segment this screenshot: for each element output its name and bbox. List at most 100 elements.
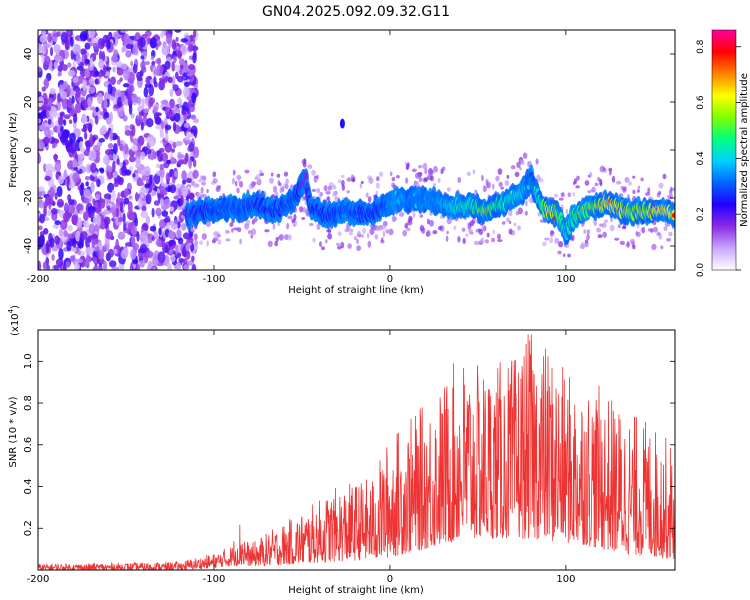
noise-blob xyxy=(71,214,78,225)
ridge-halo-blob xyxy=(572,181,576,186)
noise-blob xyxy=(68,119,73,124)
noise-blob xyxy=(129,248,137,260)
y-tick-label: -20 xyxy=(23,190,34,206)
noise-blob xyxy=(38,106,43,111)
noise-blob xyxy=(80,182,85,191)
noise-blob xyxy=(66,84,71,95)
ridge-halo-blob xyxy=(278,182,282,187)
noise-blob xyxy=(110,76,116,85)
noise-blob xyxy=(85,123,91,129)
noise-blob xyxy=(180,195,184,206)
noise-blob xyxy=(57,92,61,103)
ridge-halo-blob xyxy=(344,228,350,233)
noise-blob xyxy=(55,55,63,63)
y-tick-label: 0.2 xyxy=(23,520,34,536)
noise-blob xyxy=(171,60,175,72)
noise-blob xyxy=(176,229,182,239)
noise-blob xyxy=(193,30,197,39)
ridge-halo-blob xyxy=(185,244,190,252)
ridge-halo-blob xyxy=(584,239,589,244)
ridge-halo-blob xyxy=(217,239,222,245)
noise-blob xyxy=(81,115,88,124)
ridge-halo-blob xyxy=(584,180,590,186)
ridge-halo-blob xyxy=(575,185,580,189)
ridge-halo-blob xyxy=(376,176,380,182)
noise-blob xyxy=(100,198,105,204)
noise-blob xyxy=(89,86,96,94)
noise-blob xyxy=(149,37,157,49)
ridge-halo-blob xyxy=(233,227,239,231)
ridge-halo-blob xyxy=(554,237,560,244)
noise-blob xyxy=(43,42,47,55)
noise-blob xyxy=(163,218,170,223)
noise-blob xyxy=(157,184,166,195)
ridge-halo-blob xyxy=(469,220,475,227)
noise-blob xyxy=(166,221,170,232)
noise-blob xyxy=(45,242,50,254)
ridge-halo-blob xyxy=(536,174,541,182)
noise-blob xyxy=(113,142,118,155)
ridge-halo-blob xyxy=(411,168,417,173)
noise-blob xyxy=(172,121,177,132)
noise-blob xyxy=(45,109,50,118)
noise-blob xyxy=(117,191,121,204)
noise-blob xyxy=(88,208,95,219)
ridge-halo-blob xyxy=(504,180,510,186)
noise-blob xyxy=(106,39,111,50)
noise-blob xyxy=(135,263,140,270)
noise-blob xyxy=(175,36,179,42)
noise-blob xyxy=(168,230,175,240)
noise-blob xyxy=(58,248,64,261)
noise-blob xyxy=(173,195,180,200)
noise-blob xyxy=(73,113,78,124)
ridge-halo-blob xyxy=(495,175,500,182)
ridge-halo-blob xyxy=(609,224,615,232)
noise-blob xyxy=(135,157,141,168)
noise-blob xyxy=(120,30,129,33)
ridge-halo-blob xyxy=(205,220,211,227)
noise-blob xyxy=(92,198,96,205)
ridge-halo-blob xyxy=(466,171,471,176)
noise-blob xyxy=(168,108,173,115)
noise-blob xyxy=(107,165,113,173)
noise-blob xyxy=(181,222,187,231)
ridge-halo-blob xyxy=(645,192,651,196)
ridge-halo-blob xyxy=(325,191,331,195)
noise-blob xyxy=(125,50,132,58)
ridge-halo-blob xyxy=(419,224,425,232)
snr-x-label: Height of straight line (km) xyxy=(288,585,424,596)
noise-blob xyxy=(53,44,61,53)
ridge-halo-blob xyxy=(624,177,630,183)
ridge-halo-blob xyxy=(544,237,550,241)
noise-blob xyxy=(159,132,165,139)
ridge-halo-blob xyxy=(524,210,528,216)
ridge-halo-blob xyxy=(515,211,520,216)
y-tick-label: 0.8 xyxy=(23,395,34,411)
noise-blob xyxy=(130,60,134,67)
noise-blob xyxy=(44,55,51,66)
noise-blob xyxy=(185,177,192,183)
noise-blob xyxy=(182,86,190,98)
x-tick-label: -100 xyxy=(203,574,226,585)
ridge-halo-blob xyxy=(668,231,673,237)
noise-blob xyxy=(88,77,95,85)
noise-blob xyxy=(182,179,187,185)
noise-blob xyxy=(107,248,115,258)
noise-blob xyxy=(84,132,88,140)
ridge-halo-blob xyxy=(651,243,657,251)
spectrogram-y-label: Frequency (Hz) xyxy=(8,112,19,188)
ridge-halo-blob xyxy=(472,169,476,175)
ridge-halo-blob xyxy=(408,215,412,222)
noise-blob xyxy=(147,238,153,244)
ridge-halo-blob xyxy=(389,171,393,177)
noise-blob xyxy=(57,71,62,77)
noise-blob xyxy=(38,152,41,164)
noise-blob xyxy=(137,252,146,258)
noise-blob xyxy=(67,203,76,214)
noise-blob xyxy=(187,43,194,52)
noise-blob xyxy=(111,266,120,270)
ridge-halo-blob xyxy=(657,231,661,236)
noise-blob xyxy=(43,77,49,89)
noise-blob xyxy=(113,181,119,188)
ridge-halo-blob xyxy=(586,229,590,235)
